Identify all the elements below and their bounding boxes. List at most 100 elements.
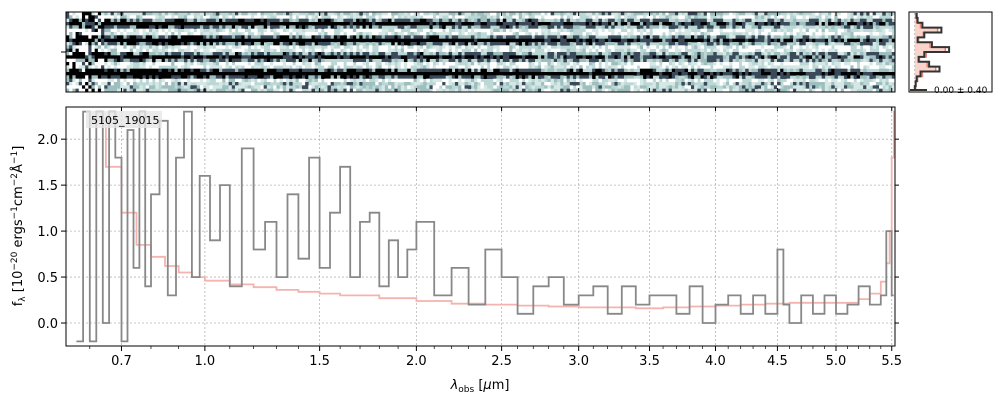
spectrum-2d-cell: [653, 19, 656, 23]
spectrum-2d-cell: [280, 32, 283, 36]
spectrum-2d-cell: [190, 29, 193, 33]
spectrum-2d-cell: [257, 52, 260, 56]
grid-lines: [66, 107, 895, 346]
spectrum-2d-cell: [844, 55, 847, 59]
spectrum-2d-cell: [414, 45, 417, 49]
spectrum-2d-cell: [787, 52, 790, 56]
spectrum-2d-cell: [391, 52, 394, 56]
spectrum-2d-cell: [532, 19, 535, 23]
spectrum-2d-cell: [92, 82, 95, 86]
spectrum-2d-cell: [752, 69, 755, 73]
spectrum-2d-cell: [174, 55, 177, 59]
spectrum-2d-cell: [356, 69, 359, 73]
spectrum-2d-cell: [885, 85, 888, 89]
spectrum-2d-cell: [398, 72, 401, 76]
spectrum-2d-cell: [882, 82, 885, 86]
spectrum-2d-cell: [465, 52, 468, 56]
spectrum-2d-cell: [439, 82, 442, 86]
spectrum-2d-cell: [85, 42, 88, 46]
spectrum-2d-cell: [318, 22, 321, 26]
spectrum-2d-cell: [72, 52, 75, 56]
spectrum-2d-cell: [560, 52, 563, 56]
spectrum-2d-cell: [503, 35, 506, 39]
spectrum-2d-cell: [532, 32, 535, 36]
spectrum-2d-cell: [308, 49, 311, 53]
spectrum-2d-cell: [270, 75, 273, 79]
spectrum-2d-cell: [847, 15, 850, 19]
spectrum-2d-cell: [882, 19, 885, 23]
spectrum-2d-cell: [701, 35, 704, 39]
spectrum-2d-cell: [697, 72, 700, 76]
spectrum-2d-cell: [321, 55, 324, 59]
spectrum-2d-cell: [771, 42, 774, 46]
spectrum-2d-cell: [171, 59, 174, 63]
spectrum-2d-cell: [114, 72, 117, 76]
spectrum-2d-cell: [280, 69, 283, 73]
spectrum-2d-cell: [512, 15, 515, 19]
spectrum-2d-cell: [630, 52, 633, 56]
spectrum-2d-cell: [149, 45, 152, 49]
spectrum-2d-cell: [806, 79, 809, 83]
spectrum-2d-cell: [206, 59, 209, 63]
spectrum-2d-cell: [806, 65, 809, 69]
spectrum-2d-cell: [445, 22, 448, 26]
spectrum-2d-cell: [308, 39, 311, 43]
spectrum-2d-cell: [755, 59, 758, 63]
spectrum-2d-cell: [241, 19, 244, 23]
spectrum-2d-cell: [576, 42, 579, 46]
spectrum-2d-cell: [385, 45, 388, 49]
spectrum-2d-cell: [283, 85, 286, 89]
spectrum-2d-cell: [302, 85, 305, 89]
spectrum-2d-cell: [404, 42, 407, 46]
spectrum-2d-cell: [831, 72, 834, 76]
spectrum-2d-cell: [423, 35, 426, 39]
spectrum-2d-cell: [761, 85, 764, 89]
spectrum-2d-cell: [825, 79, 828, 83]
spectrum-2d-cell: [347, 12, 350, 16]
spectrum-2d-cell: [506, 52, 509, 56]
spectrum-2d-cell: [219, 39, 222, 43]
spectrum-2d-cell: [149, 39, 152, 43]
spectrum-2d-cell: [796, 45, 799, 49]
spectrum-2d-cell: [643, 45, 646, 49]
spectrum-2d-cell: [197, 75, 200, 79]
spectrum-2d-cell: [563, 55, 566, 59]
spectrum-2d-cell: [551, 35, 554, 39]
spectrum-2d-cell: [449, 52, 452, 56]
spectrum-2d-cell: [264, 75, 267, 79]
spectrum-2d-cell: [455, 35, 458, 39]
spectrum-2d-cell: [707, 32, 710, 36]
spectrum-2d-cell: [407, 85, 410, 89]
spectrum-2d-cell: [350, 79, 353, 83]
spectrum-2d-cell: [401, 22, 404, 26]
spectrum-2d-cell: [825, 65, 828, 69]
spectrum-2d-cell: [854, 22, 857, 26]
spectrum-2d-cell: [627, 55, 630, 59]
spectrum-2d-cell: [178, 69, 181, 73]
spectrum-2d-cell: [171, 25, 174, 29]
spectrum-2d-cell: [863, 75, 866, 79]
spectrum-2d-cell: [605, 19, 608, 23]
spectrum-2d-cell: [79, 29, 82, 33]
spectrum-2d-cell: [500, 52, 503, 56]
spectrum-2d-cell: [694, 52, 697, 56]
spectrum-2d-cell: [860, 82, 863, 86]
spectrum-2d-cell: [111, 29, 114, 33]
spectrum-2d-cell: [461, 35, 464, 39]
spectrum-2d-cell: [353, 52, 356, 56]
spectrum-2d-cell: [98, 15, 101, 19]
spectrum-2d-cell: [98, 32, 101, 36]
spectrum-2d-cell: [547, 62, 550, 66]
spectrum-2d-cell: [337, 42, 340, 46]
spectrum-2d-cell: [844, 19, 847, 23]
x-tick-label: 0.7: [111, 354, 132, 369]
spectrum-2d-cell: [767, 59, 770, 63]
spectrum-2d-cell: [378, 35, 381, 39]
spectrum-2d-cell: [347, 42, 350, 46]
spectrum-2d-cell: [302, 59, 305, 63]
spectrum-2d-cell: [366, 25, 369, 29]
spectrum-2d-cell: [621, 79, 624, 83]
spectrum-2d-cell: [755, 52, 758, 56]
spectrum-2d-cell: [551, 32, 554, 36]
spectrum-2d-cell: [165, 72, 168, 76]
